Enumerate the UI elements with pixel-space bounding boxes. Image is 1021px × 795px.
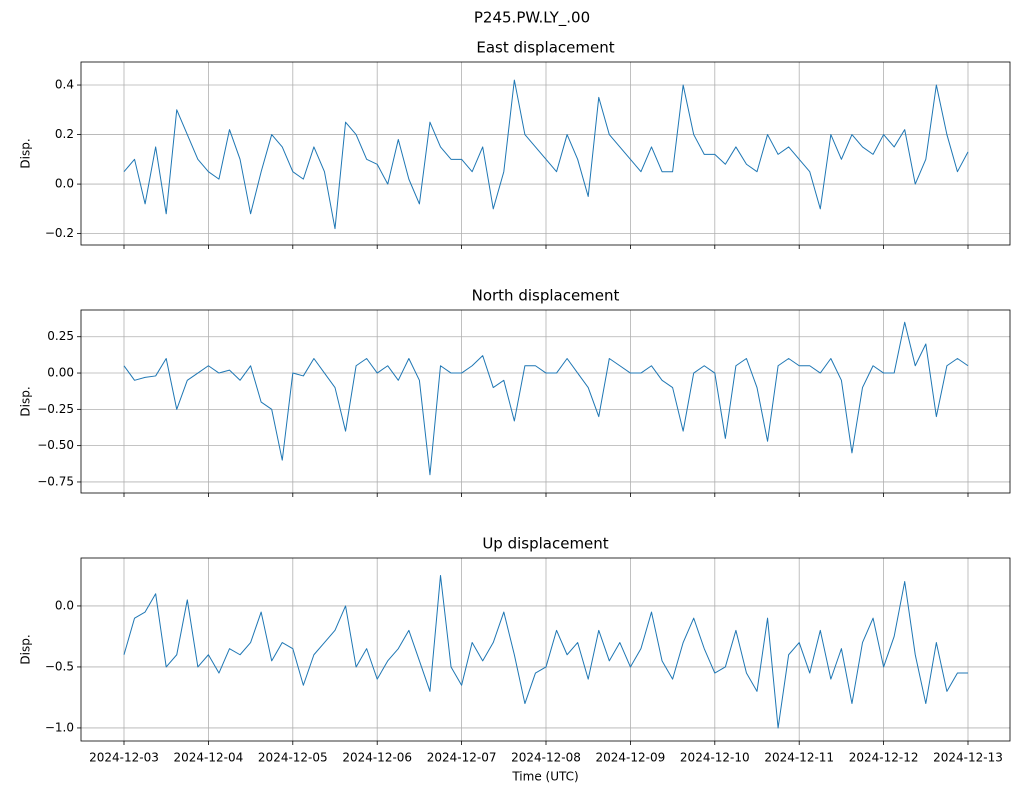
data-line — [123, 321, 969, 476]
y-tick-label: 0.00 — [47, 366, 74, 380]
x-tick-label: 2024-12-05 — [258, 751, 328, 765]
x-tick-label: 2024-12-03 — [89, 751, 159, 765]
x-tick-label: 2024-12-07 — [427, 751, 497, 765]
axes-frame — [80, 309, 1011, 494]
data-line — [123, 574, 968, 729]
y-tick-label: −0.5 — [45, 659, 74, 673]
x-tick-label: 2024-12-13 — [933, 751, 1003, 765]
x-axis-label: Time (UTC) — [511, 770, 578, 784]
x-tick-label: 2024-12-11 — [764, 751, 834, 765]
y-axis-label: Disp. — [19, 634, 33, 664]
x-tick-label: 2024-12-12 — [849, 751, 919, 765]
y-tick-label: −0.25 — [37, 402, 74, 416]
y-tick-label: 0.0 — [55, 177, 74, 191]
data-line — [123, 79, 969, 230]
x-tick-label: 2024-12-08 — [511, 751, 581, 765]
y-tick-label: 0.4 — [55, 78, 74, 92]
axes-frame — [80, 61, 1011, 246]
x-tick-label: 2024-12-10 — [680, 751, 750, 765]
axes-title: Up displacement — [482, 535, 608, 553]
axes-title: East displacement — [476, 39, 614, 57]
y-tick-label: 0.25 — [47, 329, 74, 343]
x-tick-label: 2024-12-06 — [342, 751, 412, 765]
y-tick-label: −1.0 — [45, 720, 74, 734]
x-tick-label: 2024-12-09 — [596, 751, 666, 765]
y-tick-label: −0.2 — [45, 226, 74, 240]
y-tick-label: −0.50 — [37, 438, 74, 452]
y-tick-label: 0.2 — [55, 127, 74, 141]
y-axis-label: Disp. — [19, 386, 33, 416]
x-tick-label: 2024-12-04 — [174, 751, 244, 765]
axes-frame — [80, 557, 1011, 742]
y-axis-label: Disp. — [19, 138, 33, 168]
figure-title: P245.PW.LY_.00 — [474, 9, 590, 28]
y-tick-label: 0.0 — [55, 598, 74, 612]
axes-title: North displacement — [472, 287, 620, 305]
y-tick-label: −0.75 — [37, 474, 74, 488]
